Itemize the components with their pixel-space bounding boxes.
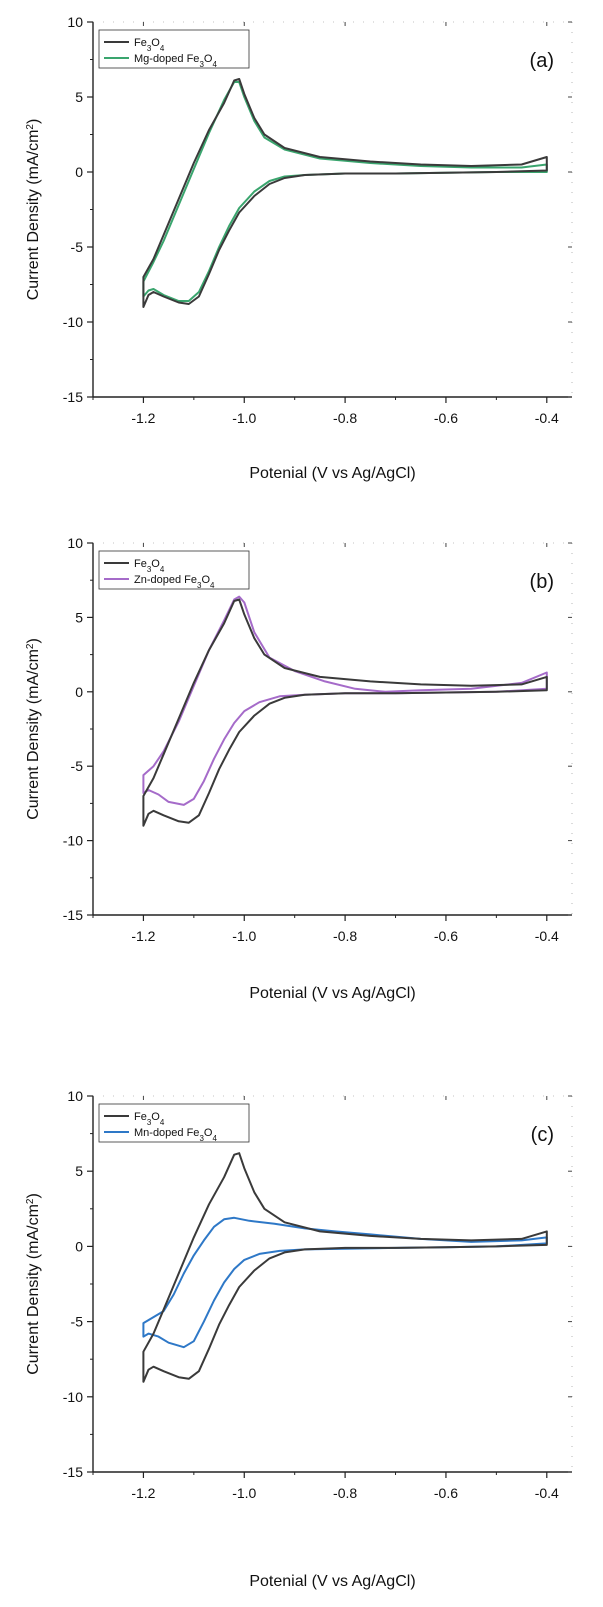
panel-label: (b)	[530, 571, 554, 593]
legend: Fe3​O4​Mg-doped Fe3​O4​	[98, 29, 250, 69]
x-tick-label: -1.0	[232, 410, 256, 426]
x-axis-label: Potenial (V vs Ag/AgCl)	[249, 1573, 415, 1590]
chart-panel-2: 10 5 0 -5 -10 -15 -1.2 -1.0 -0.8 -0.6 -0.4 Potenial…	[25, 535, 573, 1002]
y-tick-label: 0	[75, 1238, 83, 1254]
x-tick-label: -0.6	[434, 410, 458, 426]
y-tick-label: -5	[71, 239, 84, 255]
y-tick-label: -10	[63, 1389, 83, 1405]
x-tick-label: -1.2	[131, 410, 155, 426]
x-tick-label: -1.2	[131, 1485, 155, 1501]
y-tick-label: -15	[63, 389, 83, 405]
x-tick-label: -1.2	[131, 928, 155, 944]
series-line-1	[142, 78, 548, 308]
y-axis-label: Current Density (mA/cm2)	[25, 1193, 43, 1375]
chart-panel-3: 10 5 0 -5 -10 -15 -1.2 -1.0 -0.8 -0.6 -0.4 Potenial…	[25, 1088, 573, 1590]
legend-label-2: Mn-doped Fe3​O4​	[134, 1127, 217, 1143]
x-tick-label: -1.0	[232, 1485, 256, 1501]
y-tick-label: -10	[63, 314, 83, 330]
legend-label-1: Fe3​O4​	[134, 1111, 165, 1127]
x-axis-label: Potenial (V vs Ag/AgCl)	[249, 465, 415, 482]
y-tick-label: -15	[63, 907, 83, 923]
chart-panel-1: 10 5 0 -5 -10 -15 -1.2 -1.0 -0.8 -0.6 -0.4 Potenial…	[25, 14, 573, 482]
x-tick-label: -0.8	[333, 1485, 357, 1501]
y-tick-label: 10	[67, 535, 83, 551]
legend-box	[98, 550, 250, 590]
x-tick-label: -0.4	[535, 928, 559, 944]
x-tick-label: -0.6	[434, 1485, 458, 1501]
y-tick-label: 0	[75, 684, 83, 700]
x-tick-label: -1.0	[232, 928, 256, 944]
x-tick-label: -0.4	[535, 1485, 559, 1501]
y-axis-label: Current Density (mA/cm2)	[25, 119, 43, 301]
legend-box	[98, 29, 250, 69]
y-tick-label: -5	[71, 1314, 84, 1330]
legend-label-2: Zn-doped Fe3​O4​	[134, 574, 215, 590]
legend: Fe3​O4​Mn-doped Fe3​O4​	[98, 1103, 250, 1143]
y-tick-label: -15	[63, 1464, 83, 1480]
panel-label: (c)	[531, 1124, 554, 1146]
x-tick-label: -0.4	[535, 410, 559, 426]
y-tick-label: 10	[67, 1088, 83, 1104]
legend-label-1: Fe3​O4​	[134, 37, 165, 53]
legend-box	[98, 1103, 250, 1143]
series-line-1	[142, 1152, 548, 1383]
y-axis-label: Current Density (mA/cm2)	[25, 638, 43, 820]
legend: Fe3​O4​Zn-doped Fe3​O4​	[98, 550, 250, 590]
y-tick-label: -10	[63, 833, 83, 849]
x-tick-label: -0.8	[333, 928, 357, 944]
panel-label: (a)	[530, 50, 554, 72]
series-line-2	[142, 81, 548, 302]
y-tick-label: 0	[75, 164, 83, 180]
y-tick-label: 10	[67, 14, 83, 30]
y-tick-label: 5	[75, 609, 83, 625]
y-tick-label: 5	[75, 1163, 83, 1179]
series-line-2	[142, 1216, 548, 1349]
y-tick-label: -5	[71, 758, 84, 774]
legend-label-1: Fe3​O4​	[134, 558, 165, 574]
x-tick-label: -0.6	[434, 928, 458, 944]
x-axis-label: Potenial (V vs Ag/AgCl)	[249, 985, 415, 1002]
x-tick-label: -0.8	[333, 410, 357, 426]
series-line-1	[142, 598, 548, 827]
series-line-2	[142, 595, 548, 806]
legend-label-2: Mg-doped Fe3​O4​	[134, 53, 217, 69]
y-tick-label: 5	[75, 89, 83, 105]
